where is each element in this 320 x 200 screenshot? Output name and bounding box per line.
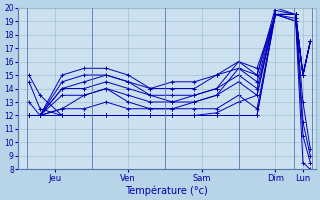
X-axis label: Température (°c): Température (°c) bbox=[125, 185, 208, 196]
